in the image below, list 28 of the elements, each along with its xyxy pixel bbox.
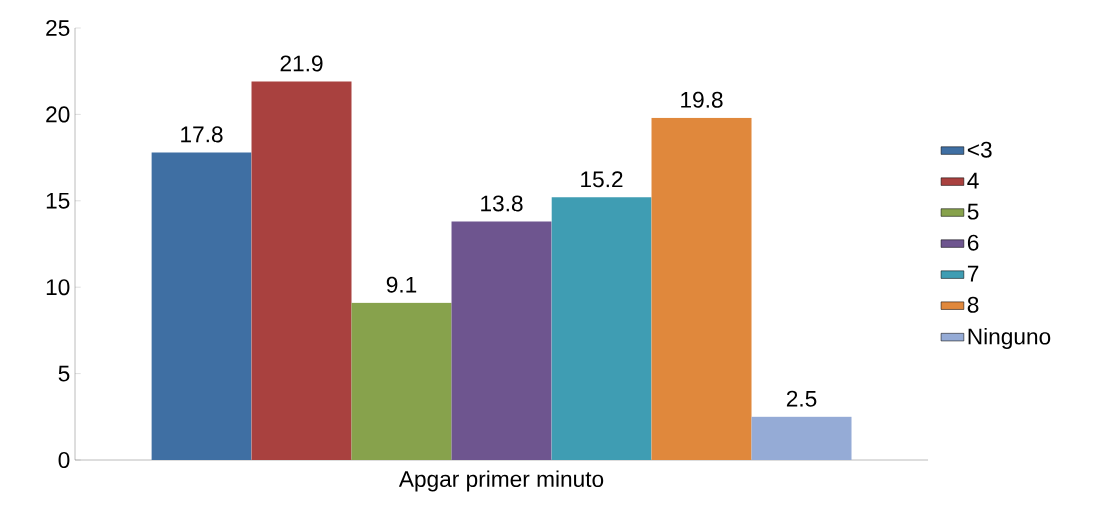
y-tick-label: 20 xyxy=(46,106,70,123)
legend-label: 7 xyxy=(967,265,979,282)
legend-label: Ninguno xyxy=(968,327,1051,350)
y-tick-label: 0 xyxy=(58,451,70,469)
bar xyxy=(251,81,352,460)
bar xyxy=(151,152,252,460)
data-label: 13.8 xyxy=(481,195,523,212)
legend-label: 5 xyxy=(967,203,979,220)
bar xyxy=(351,302,452,460)
data-label: 15.2 xyxy=(581,171,623,188)
data-label: 21.9 xyxy=(280,55,323,72)
legend-label: 4 xyxy=(967,172,979,189)
bar xyxy=(551,197,652,460)
bar xyxy=(451,221,552,460)
data-label: 9.1 xyxy=(386,276,417,293)
legend-label: <3 xyxy=(967,141,992,158)
y-tick-label: 15 xyxy=(46,192,70,209)
y-tick-label: 10 xyxy=(46,279,70,296)
bar xyxy=(751,416,852,460)
data-label: 17.8 xyxy=(181,126,223,143)
bar xyxy=(651,117,752,460)
data-label: 19.8 xyxy=(681,91,723,108)
x-tick-label: Apgar primer minuto xyxy=(398,470,604,492)
legend-label: 8 xyxy=(967,296,979,313)
y-tick-label: 25 xyxy=(46,19,70,37)
data-label: 2.5 xyxy=(786,390,817,407)
y-tick-label: 5 xyxy=(58,365,70,382)
legend-label: 6 xyxy=(967,234,979,251)
